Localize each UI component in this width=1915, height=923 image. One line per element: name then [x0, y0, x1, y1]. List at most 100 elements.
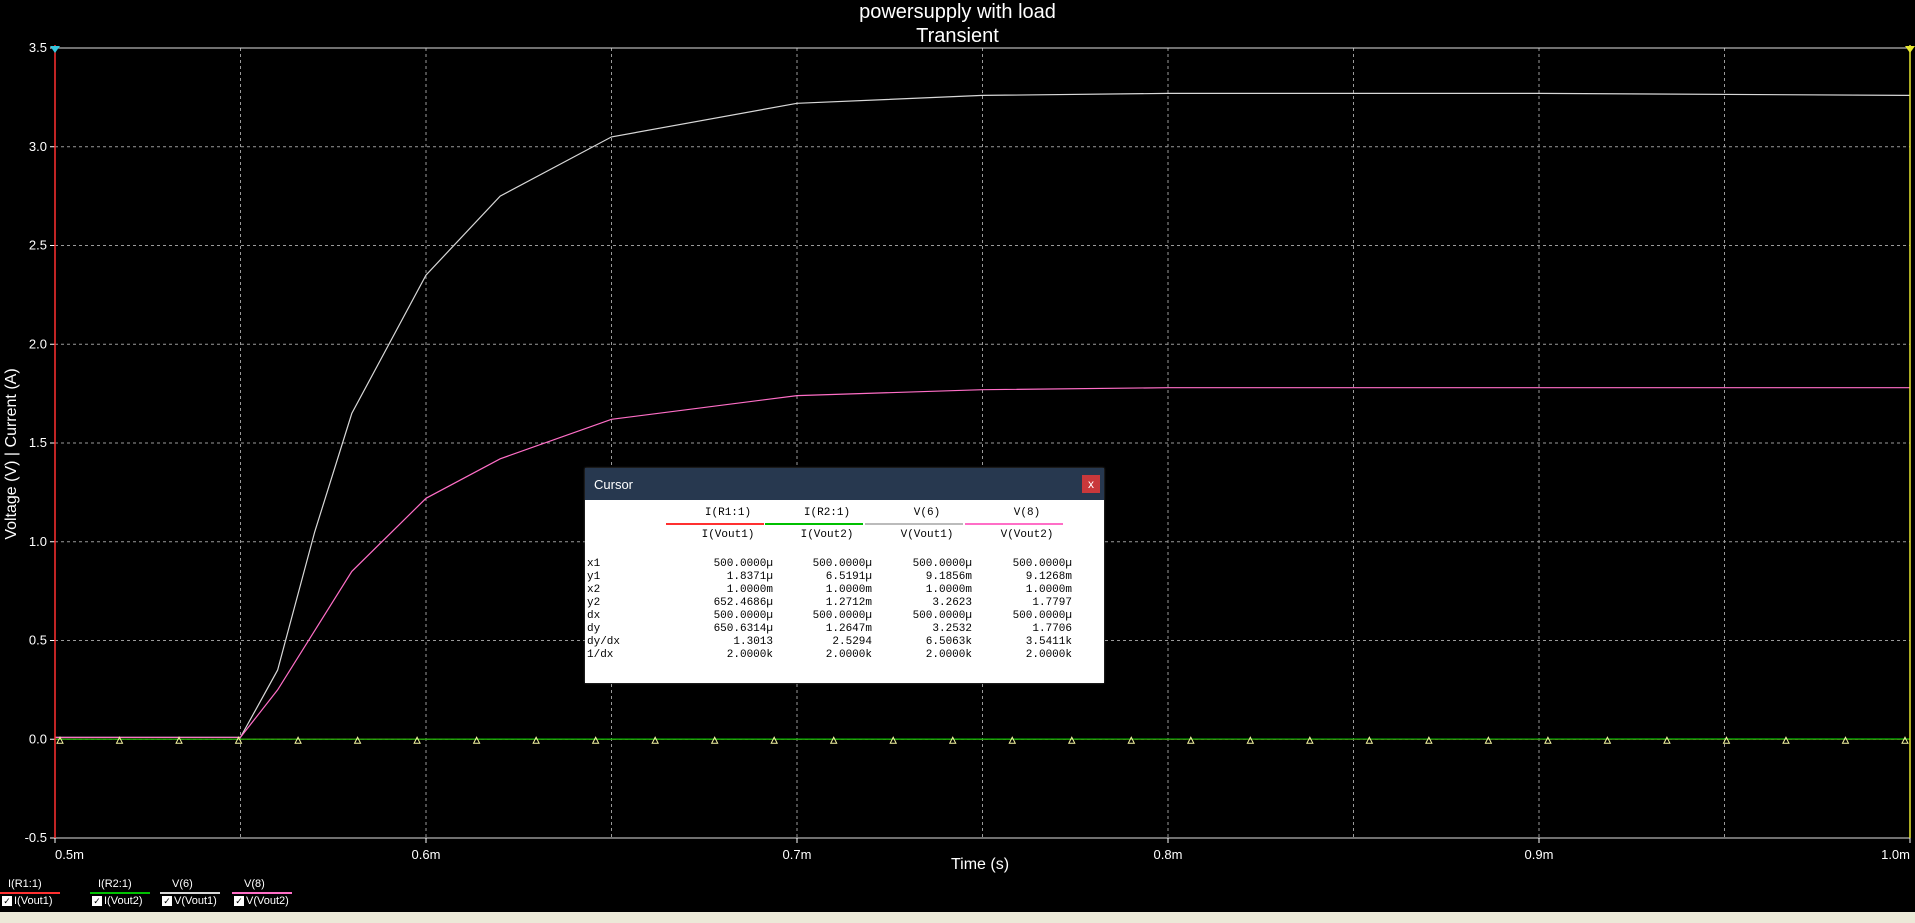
- chart-title-block: powersupply with load Transient: [0, 0, 1915, 48]
- column-header-bottom: V(Vout2): [1000, 529, 1054, 541]
- data-point-marker: [1663, 736, 1671, 744]
- data-point-marker: [1187, 736, 1195, 744]
- legend-item-bottom-label: V(Vout1): [174, 895, 217, 907]
- data-point-marker: [1544, 736, 1552, 744]
- cell-value: 3.5411k: [1025, 636, 1072, 648]
- column-header-swatch: [765, 523, 863, 525]
- cursor-2-handle: [1905, 46, 1915, 53]
- cell-value: 1.2712m: [825, 597, 872, 609]
- row-label: y1: [587, 571, 601, 583]
- column-header-swatch: [666, 523, 764, 525]
- legend-checkbox[interactable]: ✓: [92, 896, 102, 907]
- plot-area[interactable]: 3.5 3.0 2.5 2.0 1.5 1.0 0.5 0.0 -0.5 0.5m 0.6m 0.7m…: [0, 0, 1915, 876]
- data-point-marker: [115, 736, 124, 744]
- cell-value: 9.1856m: [925, 571, 972, 583]
- cell-value: 1.0000m: [1025, 584, 1072, 596]
- data-point-marker: [1425, 736, 1433, 744]
- row-label: dx: [587, 610, 601, 622]
- close-icon[interactable]: x: [1082, 475, 1100, 493]
- data-point-marker: [770, 736, 779, 744]
- cell-value: 500.0000µ: [713, 610, 773, 622]
- x-tick-label: 0.7m: [783, 847, 812, 862]
- cell-value: 6.5191µ: [825, 571, 872, 583]
- cell-value: 500.0000µ: [713, 558, 773, 570]
- cell-value: 500.0000µ: [812, 610, 872, 622]
- data-point-marker: [591, 736, 600, 744]
- y-axis-label: Voltage (V) | Current (A): [3, 368, 20, 540]
- x-tick-label: 0.5m: [55, 847, 84, 862]
- data-point-marker: [1008, 736, 1017, 744]
- column-header-bottom: I(Vout1): [701, 529, 755, 541]
- data-point-marker: [532, 736, 540, 744]
- data-point-marker: [353, 736, 362, 744]
- column-header-swatch: [865, 523, 963, 525]
- cell-value: 9.1268m: [1025, 571, 1072, 583]
- data-point-marker: [1067, 736, 1076, 744]
- cell-value: 2.0000k: [925, 649, 972, 661]
- cell-value: 652.4686µ: [713, 597, 773, 609]
- x-tick-label: 0.6m: [412, 847, 441, 862]
- legend-item-top-label: I(R1:1): [8, 878, 42, 890]
- data-point-marker: [1782, 736, 1790, 744]
- legend-item-bottom-label: V(Vout2): [246, 895, 289, 907]
- row-label: dy/dx: [587, 636, 621, 648]
- y-tick-label: 1.0: [29, 534, 47, 549]
- cell-value: 2.0000k: [726, 649, 773, 661]
- cell-value: 650.6314µ: [713, 623, 773, 635]
- legend-checkbox[interactable]: ✓: [234, 896, 244, 907]
- cell-value: 1.0000m: [726, 584, 773, 596]
- data-point-marker: [829, 736, 838, 744]
- legend-item-swatch: [232, 892, 292, 894]
- cell-value: 1.8371µ: [726, 571, 773, 583]
- chart-subtitle: Transient: [916, 25, 999, 47]
- legend-item-bottom-label: I(Vout2): [104, 895, 143, 907]
- y-tick-label: 0.0: [29, 731, 47, 746]
- y-tick-label: 3.5: [29, 40, 47, 55]
- data-point-marker: [1603, 736, 1612, 744]
- y-tick-label: -0.5: [25, 830, 47, 845]
- data-point-marker: [1246, 736, 1255, 744]
- x-tick-label: 1.0m: [1881, 847, 1910, 862]
- y-tick-label: 0.5: [29, 633, 47, 648]
- cursor-1-handle: [50, 46, 60, 53]
- data-point-marker: [1484, 736, 1493, 744]
- legend-item-bottom-label: I(Vout1): [14, 895, 53, 907]
- column-header-bottom: V(Vout1): [900, 529, 954, 541]
- x-axis-label: Time (s): [950, 856, 1010, 873]
- cell-value: 1.7706: [1032, 623, 1072, 635]
- data-point-marker: [1901, 736, 1909, 744]
- legend-checkbox[interactable]: ✓: [162, 896, 172, 907]
- cell-value: 500.0000µ: [912, 558, 972, 570]
- y-tick-label: 2.5: [29, 238, 47, 253]
- data-point-marker: [1722, 736, 1731, 744]
- cursor-window-titlebar[interactable]: Cursor x: [585, 468, 1104, 500]
- data-point-marker: [710, 736, 719, 744]
- data-point-marker: [294, 736, 302, 744]
- legend-item-swatch: [0, 892, 60, 894]
- data-point-marker: [889, 736, 898, 744]
- cursor-window-title: Cursor: [594, 477, 634, 492]
- x-tick-label: 0.8m: [1154, 847, 1183, 862]
- series-line-v6: [54, 92, 1911, 739]
- data-point-marker: [175, 736, 183, 744]
- status-bar: [0, 912, 1915, 923]
- y-tick-label: 3.0: [29, 139, 47, 154]
- column-header-top: I(R1:1): [704, 507, 752, 519]
- cell-value: 2.0000k: [825, 649, 872, 661]
- data-point-marker: [56, 736, 64, 744]
- legend-item-top-label: I(R2:1): [98, 878, 132, 890]
- legend-item-top-label: V(8): [244, 878, 265, 890]
- y-tick-label: 2.0: [29, 336, 47, 351]
- cell-value: 3.2532: [932, 623, 972, 635]
- data-point-marker: [472, 736, 481, 744]
- cell-value: 1.0000m: [825, 584, 872, 596]
- data-point-marker: [948, 736, 957, 744]
- column-header-bottom: I(Vout2): [800, 529, 854, 541]
- cursor-window[interactable]: Cursor x I(R1:1) I(Vout1) I(R2:1) I(Vout2) V…: [585, 468, 1104, 683]
- data-point-marker: [1306, 736, 1314, 744]
- legend-checkbox[interactable]: ✓: [2, 896, 12, 907]
- column-header-top: V(8): [1013, 507, 1041, 519]
- legend-item-swatch: [160, 892, 220, 894]
- row-label: x2: [587, 584, 601, 596]
- row-label: 1/dx: [587, 649, 614, 661]
